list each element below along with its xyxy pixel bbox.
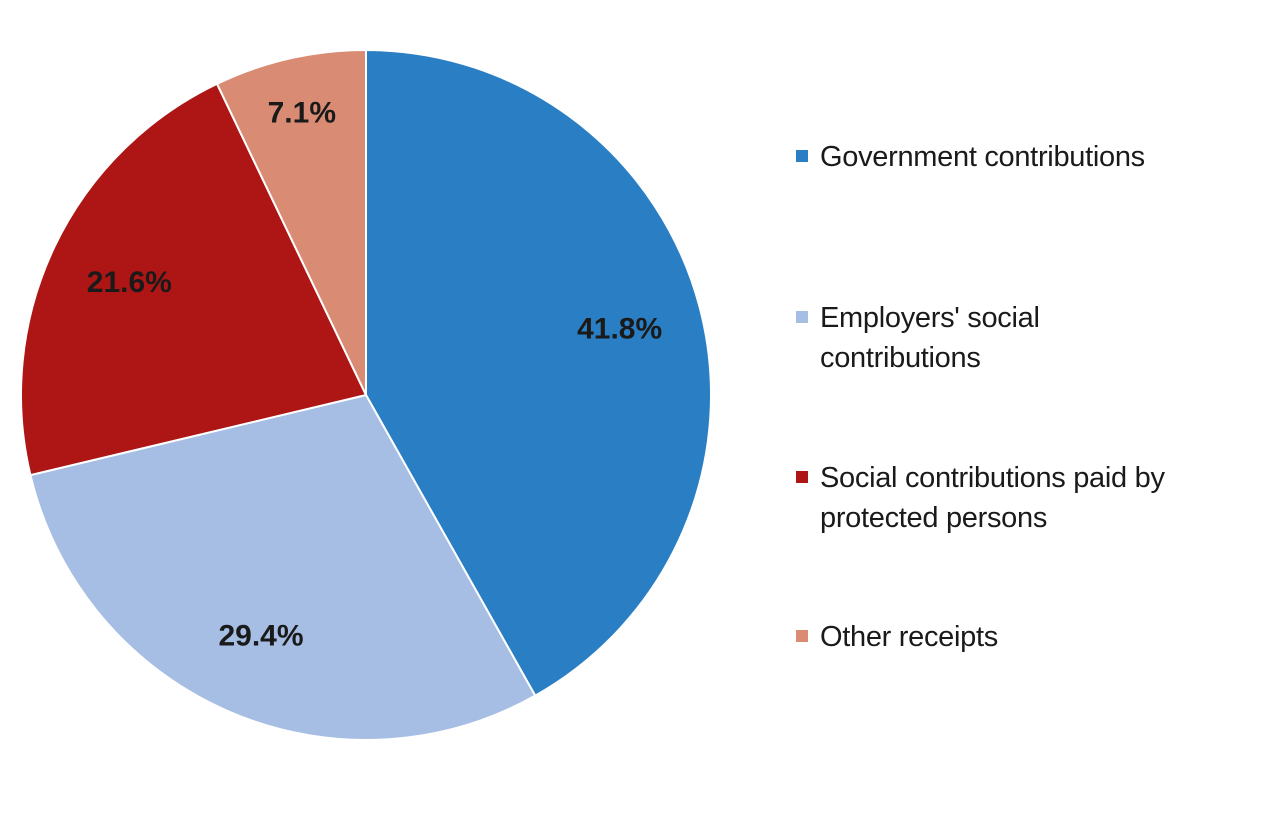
legend-swatch (796, 630, 808, 642)
data-label-0: 41.8% (577, 313, 662, 346)
legend-label: Social contributions paid by protected p… (820, 462, 1165, 534)
legend-item-other: Other receipts (796, 617, 1266, 657)
legend-label: Other receipts (820, 621, 998, 653)
data-label-3: 7.1% (268, 96, 336, 129)
data-label-1: 29.4% (218, 619, 303, 652)
legend-item-employers: Employers' social contributions (796, 298, 1096, 378)
legend-item-protected-persons: Social contributions paid by protected p… (796, 458, 1256, 538)
legend-label: Employers' social contributions (820, 302, 1040, 374)
legend-swatch (796, 311, 808, 323)
pie-slice-1 (29, 393, 537, 741)
pie-slice-2 (20, 82, 368, 477)
legend-swatch (796, 150, 808, 162)
legend-swatch (796, 471, 808, 483)
legend-label: Government contributions (820, 141, 1145, 173)
pie-slice-0 (365, 48, 712, 698)
pie-slice-3 (215, 48, 367, 396)
data-label-2: 21.6% (87, 266, 172, 299)
legend-item-government: Government contributions (796, 137, 1266, 177)
